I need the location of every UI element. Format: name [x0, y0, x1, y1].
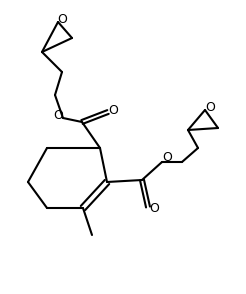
- Text: O: O: [108, 103, 118, 116]
- Text: O: O: [162, 151, 172, 163]
- Text: O: O: [205, 101, 215, 113]
- Text: O: O: [53, 108, 63, 121]
- Text: O: O: [57, 13, 67, 26]
- Text: O: O: [149, 203, 159, 216]
